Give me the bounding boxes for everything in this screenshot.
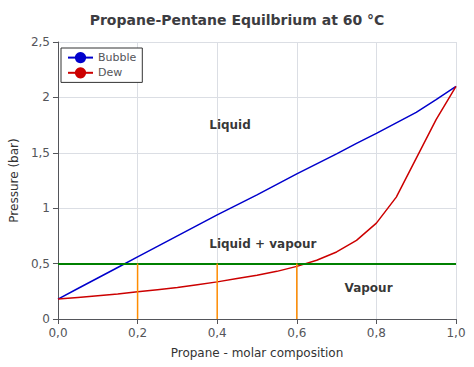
svg-text:0,8: 0,8 — [367, 326, 386, 340]
svg-text:Dew: Dew — [98, 66, 122, 79]
svg-text:Pressure (bar): Pressure (bar) — [7, 138, 21, 222]
svg-text:0,0: 0,0 — [48, 326, 67, 340]
svg-text:2,5: 2,5 — [31, 35, 50, 49]
svg-text:1,5: 1,5 — [31, 146, 50, 160]
svg-text:Vapour: Vapour — [345, 281, 393, 295]
svg-text:Liquid: Liquid — [209, 118, 251, 132]
svg-text:Propane-Pentane Equilbrium at: Propane-Pentane Equilbrium at 60 °C — [90, 12, 385, 28]
svg-text:Bubble: Bubble — [98, 51, 137, 64]
svg-text:2: 2 — [42, 90, 50, 104]
svg-text:0,2: 0,2 — [128, 326, 147, 340]
svg-text:0,5: 0,5 — [31, 257, 50, 271]
svg-text:0,6: 0,6 — [287, 326, 306, 340]
svg-text:Propane - molar composition: Propane - molar composition — [171, 346, 344, 360]
svg-text:0: 0 — [42, 312, 50, 326]
svg-text:Liquid + vapour: Liquid + vapour — [209, 237, 316, 251]
svg-text:1: 1 — [42, 201, 50, 215]
svg-text:0,4: 0,4 — [208, 326, 227, 340]
svg-text:1,0: 1,0 — [446, 326, 465, 340]
